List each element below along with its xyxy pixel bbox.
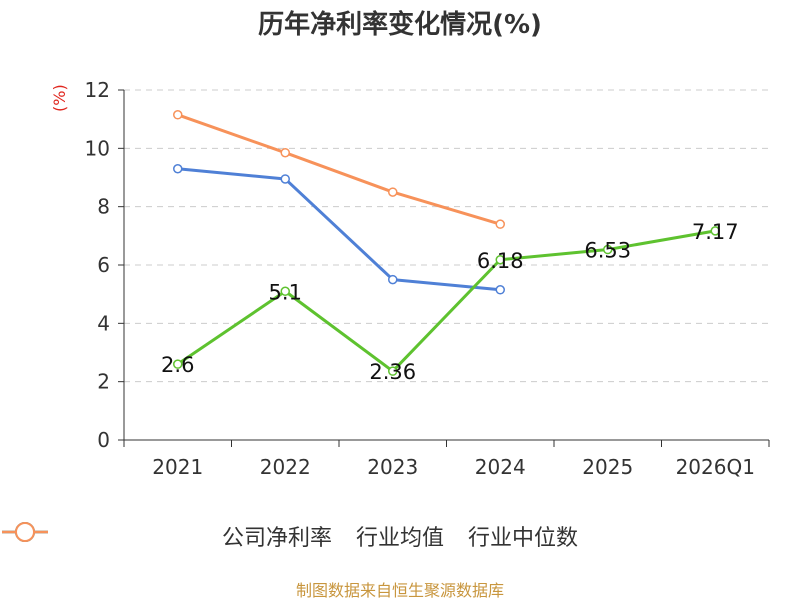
series-line-1 [177,167,501,292]
data-source-note: 制图数据来自恒生聚源数据库 [295,581,504,600]
data-point-0 [173,359,183,369]
data-label: 2.36 [369,360,416,384]
data-point-2 [280,147,290,158]
data-point-1 [495,285,505,295]
data-point-1 [173,164,183,174]
y-tick-label: 2 [97,370,110,394]
x-tick-label: 2021 [152,455,203,479]
data-point-2 [495,219,505,229]
chart-title: 历年净利率变化情况(%) [258,10,542,40]
y-tick-label: 4 [97,311,110,335]
legend-label-industry-mean: 行业均值 [355,526,444,551]
y-tick-label: 0 [97,428,110,452]
data-point-0 [388,366,398,376]
series-line-0 [176,229,716,373]
data-label: 7.17 [692,220,739,244]
data-point-0 [603,244,613,255]
data-point-2 [173,110,183,120]
legend-marker-industry-median-icon [2,522,48,542]
data-label: 6.18 [477,249,524,273]
legend: 公司净利率 行业均值 行业中位数 [0,520,800,552]
data-point-2 [388,187,398,197]
legend-label-industry-median: 行业中位数 [468,526,579,551]
x-tick-label: 2025 [582,455,633,479]
legend-item-industry-mean[interactable]: 行业均值 [2,520,444,552]
legend-label-company: 公司净利率 [221,526,332,551]
data-point-1 [280,174,290,184]
data-point-0 [495,255,505,265]
x-tick-label: 2022 [260,455,311,479]
series-line-2 [177,113,501,226]
data-label: 5.1 [269,280,302,304]
x-tick-label: 2024 [475,455,526,479]
data-label: 6.53 [584,239,631,263]
legend-item-industry-median[interactable]: 行业中位数 [2,520,579,552]
x-tick-label: 2026Q1 [676,455,755,479]
data-label: 2.6 [161,353,194,377]
y-tick-label: 8 [97,195,110,219]
legend-item-company[interactable]: 公司净利率 [2,520,332,552]
data-point-1 [388,274,398,285]
x-tick-label: 2023 [367,455,418,479]
y-tick-label: 6 [97,253,110,277]
data-point-0 [710,226,720,236]
data-point-0 [280,286,290,296]
y-tick-label: 12 [85,78,110,102]
y-tick-label: 10 [85,136,110,160]
